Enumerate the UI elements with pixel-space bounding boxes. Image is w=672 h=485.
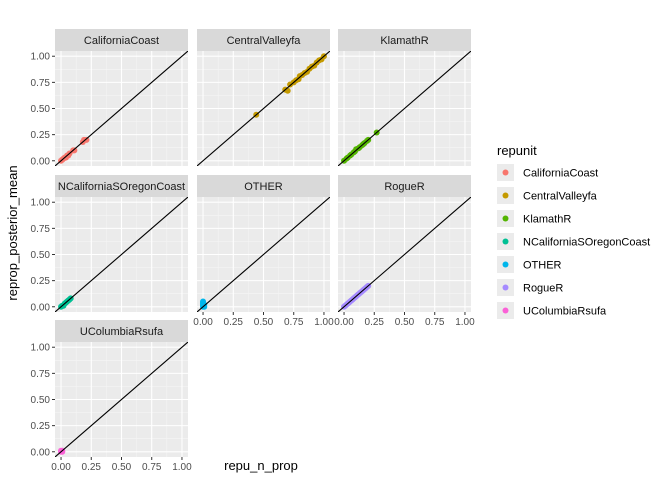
x-tick-label: 1.00 — [172, 462, 192, 473]
y-tick-label: 0.50 — [31, 104, 51, 115]
legend-label: CaliforniaCoast — [523, 168, 598, 180]
data-point — [71, 147, 78, 154]
panels-layer: CaliforniaCoast 0.00 0.25 0.50 0.75 1.00 Centr… — [31, 29, 475, 473]
x-axis-title: repu_n_prop — [224, 458, 298, 473]
facet-strip-label: NCaliforniaSOregonCoast — [58, 181, 185, 193]
facet-strip — [55, 320, 188, 342]
identity-line — [55, 197, 188, 312]
legend-label: NCaliforniaSOregonCoast — [523, 237, 650, 249]
facet-strip — [197, 29, 330, 51]
y-tick-label: 0.25 — [31, 130, 51, 141]
x-tick-label: 0.50 — [112, 462, 132, 473]
legend-marker — [502, 169, 509, 176]
identity-line — [55, 51, 188, 166]
facet-panel: KlamathR — [338, 29, 471, 166]
legend-title: repunit — [497, 143, 537, 158]
legend-label: OTHER — [523, 260, 562, 272]
legend-marker — [502, 284, 509, 291]
x-tick-label: 0.50 — [395, 317, 415, 328]
facet-strip-label: CentralValleyfa — [227, 35, 302, 47]
y-tick-label: 0.00 — [31, 302, 51, 313]
facet-strip-label: CaliforniaCoast — [84, 35, 159, 47]
legend-marker — [502, 307, 509, 314]
x-tick-label: 1.00 — [455, 317, 475, 328]
x-tick-label: 1.00 — [314, 317, 334, 328]
y-tick-label: 0.75 — [31, 369, 51, 380]
legend-label: UColumbiaRsufa — [523, 306, 607, 318]
facet-panel: UColumbiaRsufa 0.00 0.25 0.50 0.75 1.00 0.00 0.… — [31, 320, 192, 473]
facet-strip-label: KlamathR — [380, 35, 428, 47]
data-point — [284, 87, 291, 94]
x-tick-label: 0.00 — [51, 462, 71, 473]
y-axis-title: reprop_posterior_mean — [5, 165, 20, 300]
y-tick-label: 0.50 — [31, 395, 51, 406]
legend-marker — [502, 215, 509, 222]
x-tick-label: 0.25 — [224, 317, 244, 328]
identity-line — [55, 342, 188, 457]
legend-marker — [502, 261, 509, 268]
x-tick-label: 0.75 — [142, 462, 162, 473]
y-tick-label: 0.25 — [31, 421, 51, 432]
facet-strip — [338, 29, 471, 51]
y-tick-label: 0.25 — [31, 276, 51, 287]
x-tick-label: 0.75 — [425, 317, 445, 328]
facet-strip — [55, 175, 188, 197]
y-tick-label: 0.00 — [31, 156, 51, 167]
y-tick-label: 0.50 — [31, 250, 51, 261]
x-tick-label: 0.25 — [365, 317, 385, 328]
data-point — [201, 301, 208, 308]
legend-label: RogueR — [523, 283, 563, 295]
y-tick-label: 1.00 — [31, 198, 51, 209]
legend-label: CentralValleyfa — [523, 191, 598, 203]
facet-strip — [338, 175, 471, 197]
legend-marker — [502, 238, 509, 245]
legend-label: KlamathR — [523, 214, 571, 226]
facet-panel: OTHER 0.00 0.25 0.50 0.75 1.00 — [193, 175, 334, 328]
facet-strip — [197, 175, 330, 197]
x-tick-label: 0.50 — [254, 317, 274, 328]
data-point — [83, 136, 90, 143]
identity-line — [197, 51, 330, 166]
y-tick-label: 1.00 — [31, 343, 51, 354]
legend-marker — [502, 192, 509, 199]
identity-line — [197, 197, 330, 312]
identity-line — [338, 51, 471, 166]
legend: repunit CaliforniaCoast CentralValleyfa Kl… — [497, 143, 650, 319]
identity-line — [338, 197, 471, 312]
x-tick-label: 0.00 — [334, 317, 354, 328]
facet-strip — [55, 29, 188, 51]
facet-strip-label: OTHER — [244, 181, 283, 193]
x-tick-label: 0.00 — [193, 317, 213, 328]
y-tick-label: 0.75 — [31, 224, 51, 235]
facet-strip-label: RogueR — [384, 181, 424, 193]
y-tick-label: 1.00 — [31, 52, 51, 63]
facet-strip-label: UColumbiaRsufa — [80, 326, 164, 338]
y-tick-label: 0.75 — [31, 78, 51, 89]
y-tick-label: 0.00 — [31, 447, 51, 458]
facet-panel: CentralValleyfa — [197, 29, 330, 166]
facet-panel: CaliforniaCoast 0.00 0.25 0.50 0.75 1.00 — [31, 29, 188, 167]
x-tick-label: 0.75 — [284, 317, 304, 328]
x-tick-label: 0.25 — [82, 462, 102, 473]
facet-panel: NCaliforniaSOregonCoast 0.00 0.25 0.50 0.75 1… — [31, 175, 188, 313]
facet-panel: RogueR 0.00 0.25 0.50 0.75 1.00 — [334, 175, 475, 328]
